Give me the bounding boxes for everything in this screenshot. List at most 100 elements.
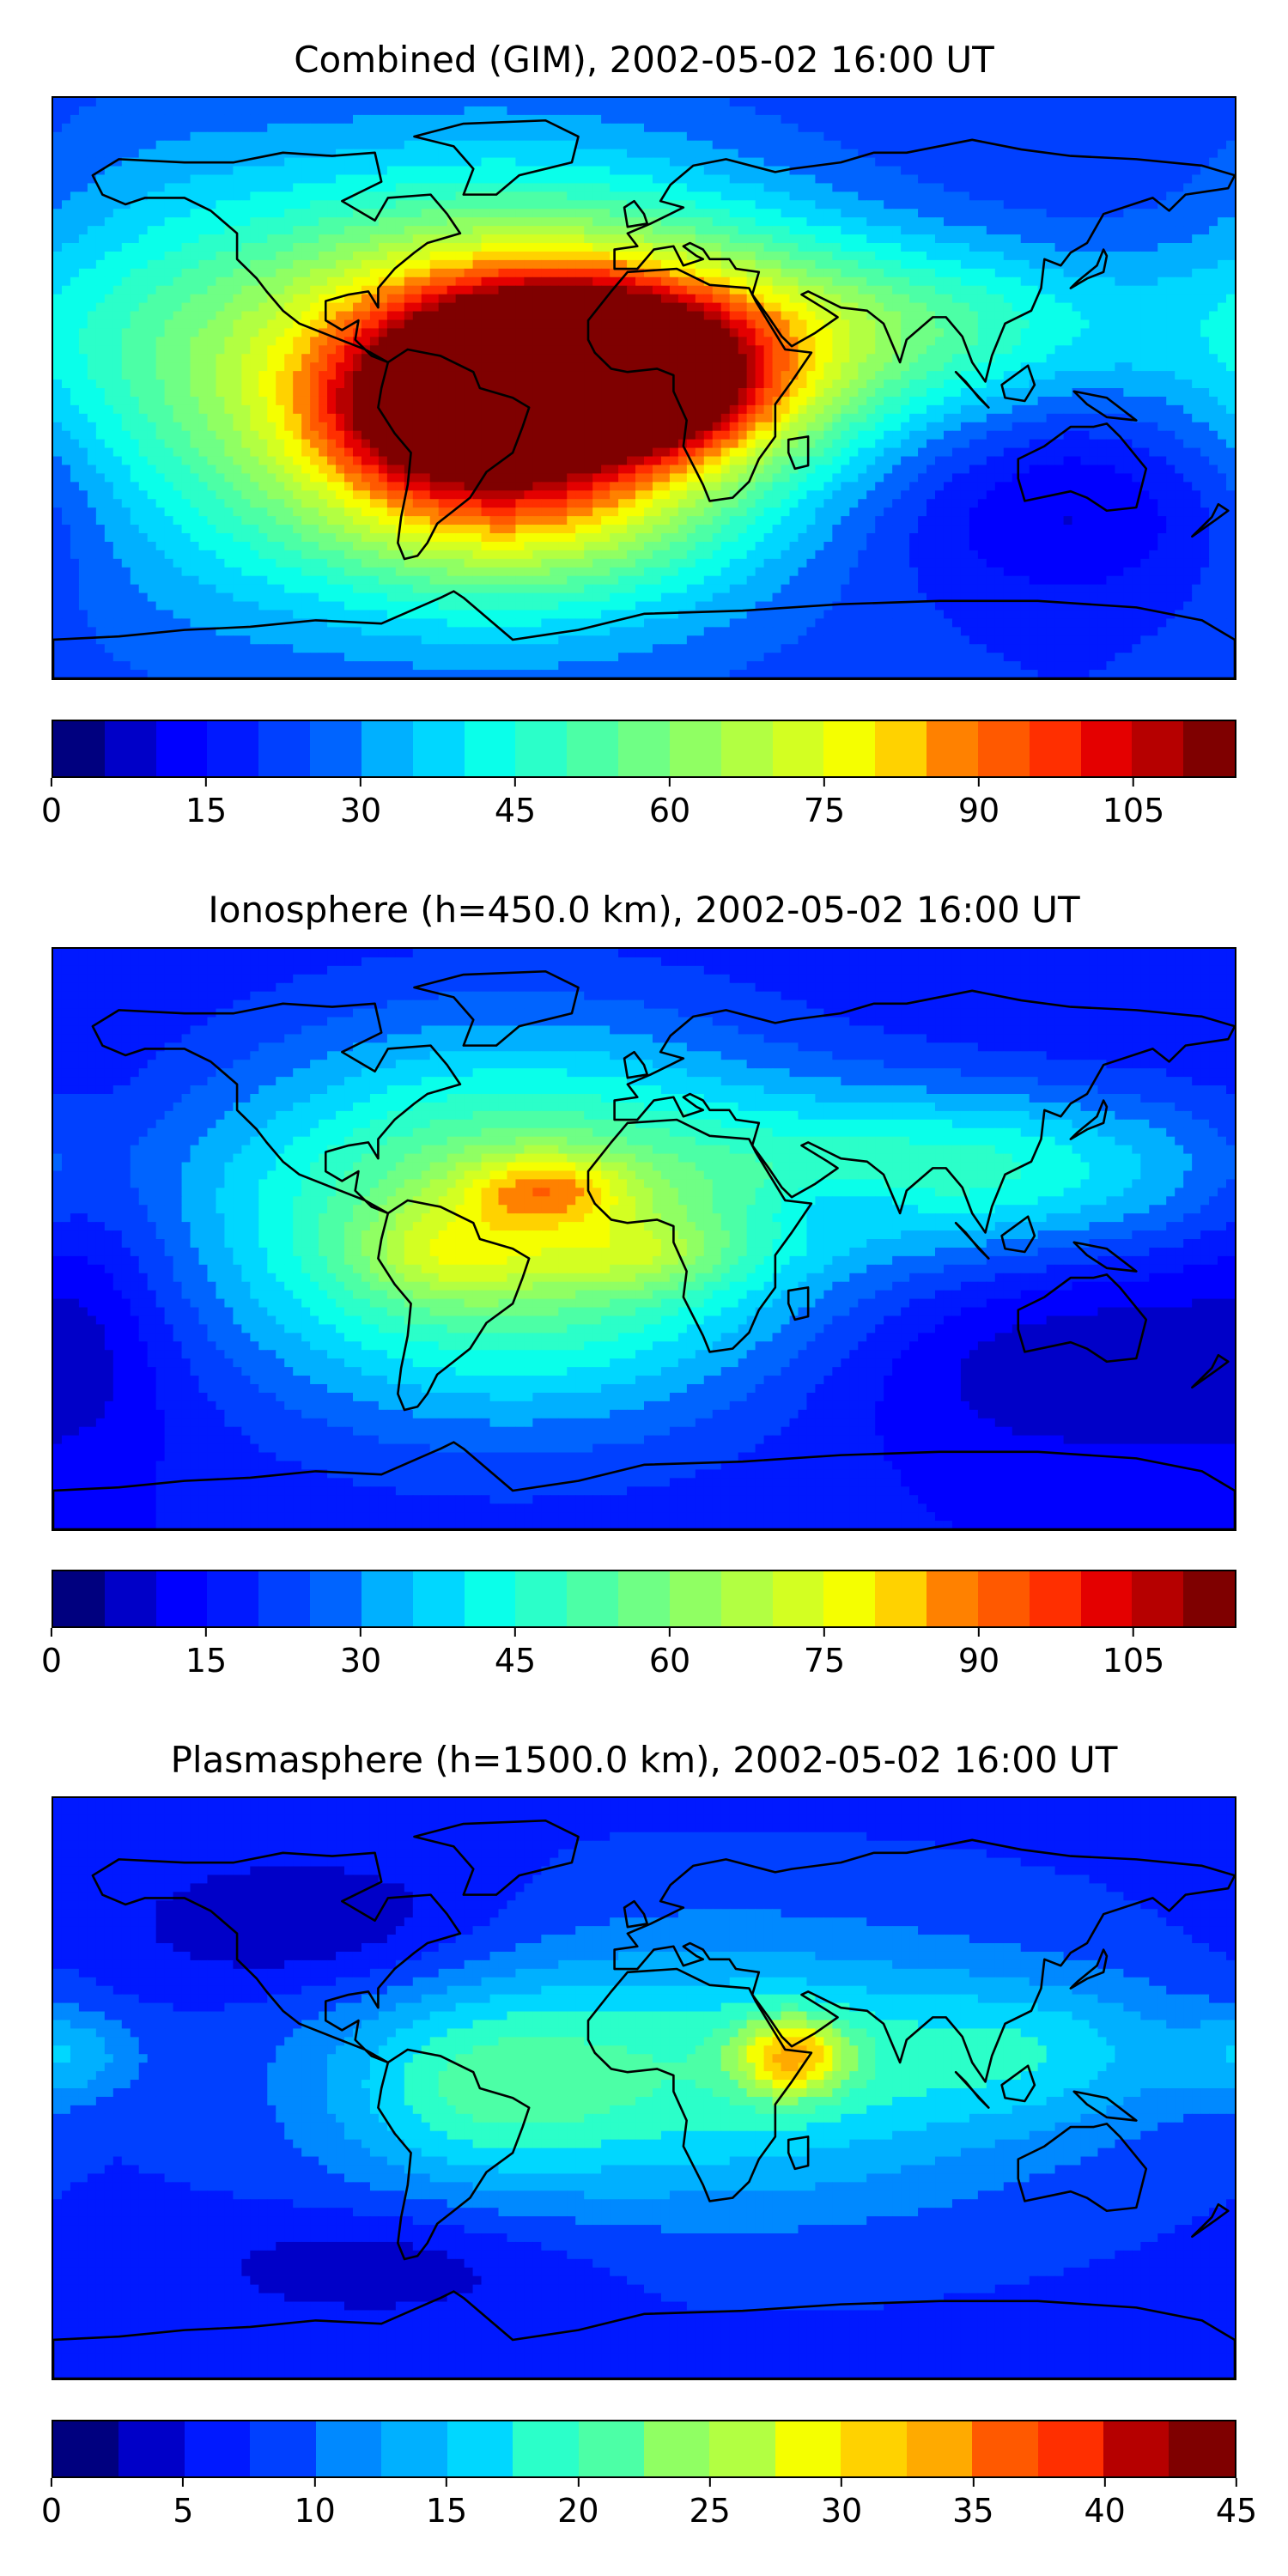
heatmap-cell [1020,209,1030,218]
heatmap-cell [386,149,397,159]
heatmap-cell [310,362,319,372]
heatmap-cell [943,106,953,116]
heatmap-cell [438,354,448,363]
heatmap-cell [1089,337,1098,346]
heatmap-cell [455,234,465,244]
heatmap-cell [969,268,979,278]
heatmap-cell [515,106,525,116]
heatmap-cell [310,285,319,295]
heatmap-cell [986,166,996,175]
heatmap-cell [1140,388,1150,398]
heatmap-cell [738,191,748,201]
heatmap-cell [1226,328,1235,337]
heatmap-cell [284,337,294,346]
heatmap-cell [994,302,1005,313]
heatmap-cell [901,183,910,192]
heatmap-cell [112,183,123,192]
heatmap-cell [610,183,619,192]
heatmap-cell [1115,191,1124,201]
heatmap-cell [695,354,705,363]
heatmap-cell [1123,380,1133,389]
heatmap-cell [592,226,602,235]
heatmap-cell [1209,226,1218,235]
heatmap-cell [216,106,225,116]
heatmap-cell [155,259,166,270]
heatmap-cell [720,114,731,125]
heatmap-cell [1226,209,1235,218]
heatmap-cell [994,294,1005,304]
heatmap-cell [1063,380,1073,389]
heatmap-cell [635,362,645,372]
heatmap-cell [550,251,559,261]
heatmap-cell [369,243,380,252]
heatmap-cell [464,328,474,337]
heatmap-cell [832,285,841,295]
heatmap-cell [977,174,987,184]
heatmap-cell [815,362,824,372]
heatmap-cell [918,251,927,261]
heatmap-cell [627,345,636,355]
heatmap-cell [233,302,242,313]
heatmap-cell [53,388,63,398]
heatmap-cell [361,174,371,184]
heatmap-cell [336,380,345,389]
heatmap-cell [173,200,183,210]
heatmap-cell [498,302,507,313]
heatmap-cell [541,123,550,133]
heatmap-cell [669,183,679,192]
heatmap-cell [841,123,850,133]
heatmap-cell [1072,183,1082,192]
heatmap-cell [892,183,902,192]
heatmap-cell [789,362,799,372]
heatmap-cell [866,123,876,133]
heatmap-cell [53,140,63,150]
heatmap-cell [404,371,414,380]
heatmap-cell [276,166,285,175]
heatmap-cell [164,149,174,159]
heatmap-cell [421,140,431,150]
heatmap-cell [763,294,774,304]
heatmap-cell [78,191,88,201]
heatmap-cell [584,131,593,142]
heatmap-cell [550,174,559,184]
heatmap-cell [892,302,902,313]
heatmap-cell [95,311,106,320]
heatmap-cell [695,396,705,406]
heatmap-cell [652,302,662,313]
heatmap-cell [507,345,516,355]
heatmap-cell [1037,259,1048,270]
heatmap-cell [1054,251,1065,261]
heatmap-cell [352,226,362,235]
heatmap-cell [746,396,756,406]
heatmap-cell [1140,302,1150,313]
heatmap-cell [1157,226,1167,235]
heatmap-cell [233,217,242,227]
heatmap-cell [1012,276,1022,287]
heatmap-cell [738,149,748,159]
heatmap-cell [336,140,345,150]
heatmap-cell [464,191,474,201]
heatmap-cell [755,345,765,355]
heatmap-cell [669,285,679,295]
heatmap-cell [216,114,225,125]
heatmap-cell [378,319,388,329]
heatmap-cell [550,140,559,150]
heatmap-cell [1054,319,1065,329]
heatmap-cell [498,268,507,278]
heatmap-cell [935,319,945,329]
heatmap-cell [464,226,474,235]
heatmap-cell [1003,234,1013,244]
heatmap-cell [866,362,876,372]
heatmap-cell [841,114,850,125]
heatmap-cell [1200,345,1210,355]
heatmap-cell [558,98,568,107]
heatmap-cell [823,268,833,278]
heatmap-cell [438,294,448,304]
heatmap-cell [994,200,1005,210]
heatmap-cell [892,226,902,235]
heatmap-cell [104,268,114,278]
heatmap-cell [233,123,242,133]
heatmap-cell [155,106,166,116]
heatmap-cell [1218,380,1227,389]
heatmap-cell [1037,191,1048,201]
